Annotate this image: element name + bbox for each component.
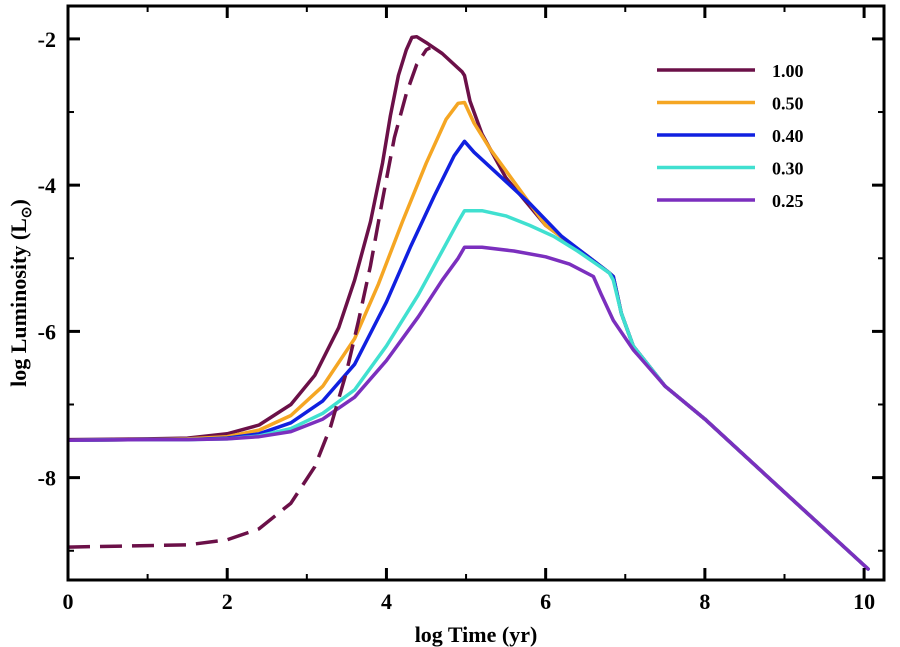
- x-tick-label: 4: [381, 589, 392, 614]
- legend: 1.00 0.50 0.40 0.30 0.25: [657, 61, 804, 211]
- series-line-0.50: [68, 100, 870, 571]
- legend-label-0.40: 0.40: [772, 126, 804, 146]
- x-tick-label: 6: [540, 589, 551, 614]
- plot-frame: [66, 4, 886, 582]
- series-line-0.30: [68, 208, 870, 571]
- y-axis-label-close: ): [6, 199, 31, 206]
- ticks-layer: 0 2 4 6 8 10 -8 -6 -4 -2: [38, 6, 884, 614]
- y-tick-label: -2: [38, 27, 56, 52]
- x-tick-label: 0: [63, 589, 74, 614]
- y-tick-label: -4: [38, 173, 56, 198]
- y-axis-label: log Luminosity (L⊙): [6, 199, 35, 387]
- y-axis-label-main: log Luminosity (L: [6, 218, 31, 387]
- series-line-dashed: [68, 46, 432, 549]
- series-line-0.25: [68, 245, 870, 571]
- x-tick-label: 8: [699, 589, 710, 614]
- legend-label-1.00: 1.00: [772, 61, 804, 81]
- x-tick-label: 10: [853, 589, 875, 614]
- x-tick-label: 2: [222, 589, 233, 614]
- legend-label-0.30: 0.30: [772, 159, 804, 179]
- series-layer: [68, 34, 870, 571]
- y-tick-label: -8: [38, 466, 56, 491]
- y-tick-label: -6: [38, 319, 56, 344]
- series-line-1.00: [68, 34, 870, 571]
- legend-label-0.25: 0.25: [772, 191, 804, 211]
- legend-label-0.50: 0.50: [772, 94, 804, 114]
- y-axis-label-symbol: ⊙: [20, 206, 35, 218]
- x-axis-label: log Time (yr): [415, 622, 538, 647]
- series-line-0.40: [68, 139, 870, 571]
